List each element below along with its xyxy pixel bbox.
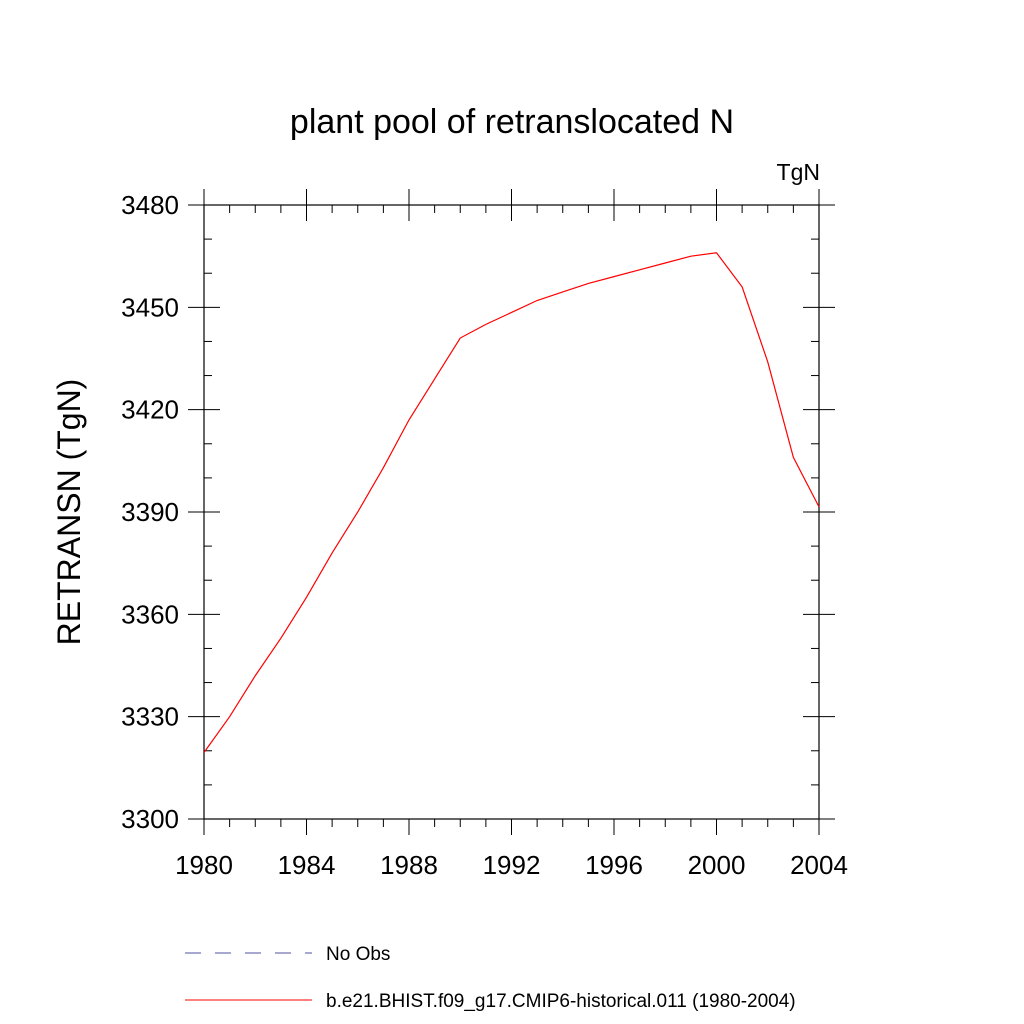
- y-axis-label: RETRANSN (TgN): [51, 379, 87, 646]
- series-line: [203, 252, 820, 753]
- chart-title: plant pool of retranslocated N: [290, 103, 734, 141]
- x-tick-label: 2004: [790, 850, 848, 880]
- plot-frame: [203, 204, 820, 820]
- series-layer: [203, 252, 820, 753]
- legend-label: No Obs: [326, 944, 390, 965]
- y-tick-label: 3480: [121, 190, 179, 220]
- legend-label: b.e21.BHIST.f09_g17.CMIP6-historical.011…: [326, 991, 796, 1012]
- y-tick-labels: 3300 3330 3360 3390 3420 3450 3480: [121, 190, 179, 834]
- y-tick-label: 3390: [121, 497, 179, 527]
- units-label: TgN: [777, 159, 820, 185]
- tick-marks: [188, 189, 835, 835]
- x-tick-label: 2000: [688, 850, 746, 880]
- legend: No Obs b.e21.BHIST.f09_g17.CMIP6-historic…: [185, 944, 796, 1012]
- x-tick-label: 1996: [585, 850, 643, 880]
- x-tick-label: 1980: [175, 850, 233, 880]
- x-tick-label: 1984: [278, 850, 336, 880]
- y-tick-label: 3360: [121, 599, 179, 629]
- x-tick-labels: 1980 1984 1988 1992 1996 2000 2004: [175, 850, 848, 880]
- x-tick-label: 1992: [483, 850, 541, 880]
- y-tick-label: 3420: [121, 395, 179, 425]
- x-tick-label: 1988: [380, 850, 438, 880]
- y-tick-label: 3450: [121, 292, 179, 322]
- y-tick-label: 3330: [121, 702, 179, 732]
- y-tick-label: 3300: [121, 804, 179, 834]
